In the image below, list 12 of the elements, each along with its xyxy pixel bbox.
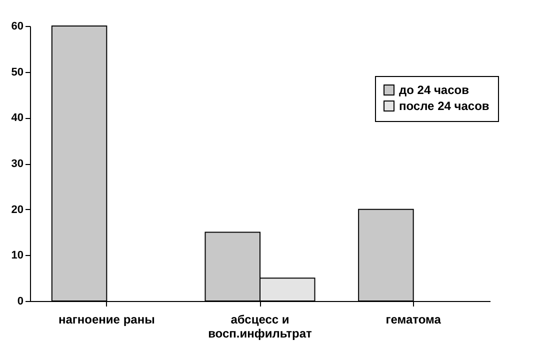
y-tick-label: 60 xyxy=(11,20,24,32)
y-tick-label: 40 xyxy=(11,112,24,124)
y-tick-label: 30 xyxy=(11,158,24,170)
legend-label: после 24 часов xyxy=(399,99,490,113)
y-tick-label: 0 xyxy=(17,296,24,308)
x-tick-label: абсцесс и восп.инфильтрат xyxy=(208,312,312,340)
legend-label: до 24 часов xyxy=(399,83,469,97)
y-tick-label: 50 xyxy=(11,66,24,78)
x-tick-label: гематома xyxy=(386,312,442,326)
y-tick-label: 20 xyxy=(11,204,24,216)
y-tick-label: 10 xyxy=(11,250,24,262)
x-tick-label: нагноение раны xyxy=(58,312,155,326)
